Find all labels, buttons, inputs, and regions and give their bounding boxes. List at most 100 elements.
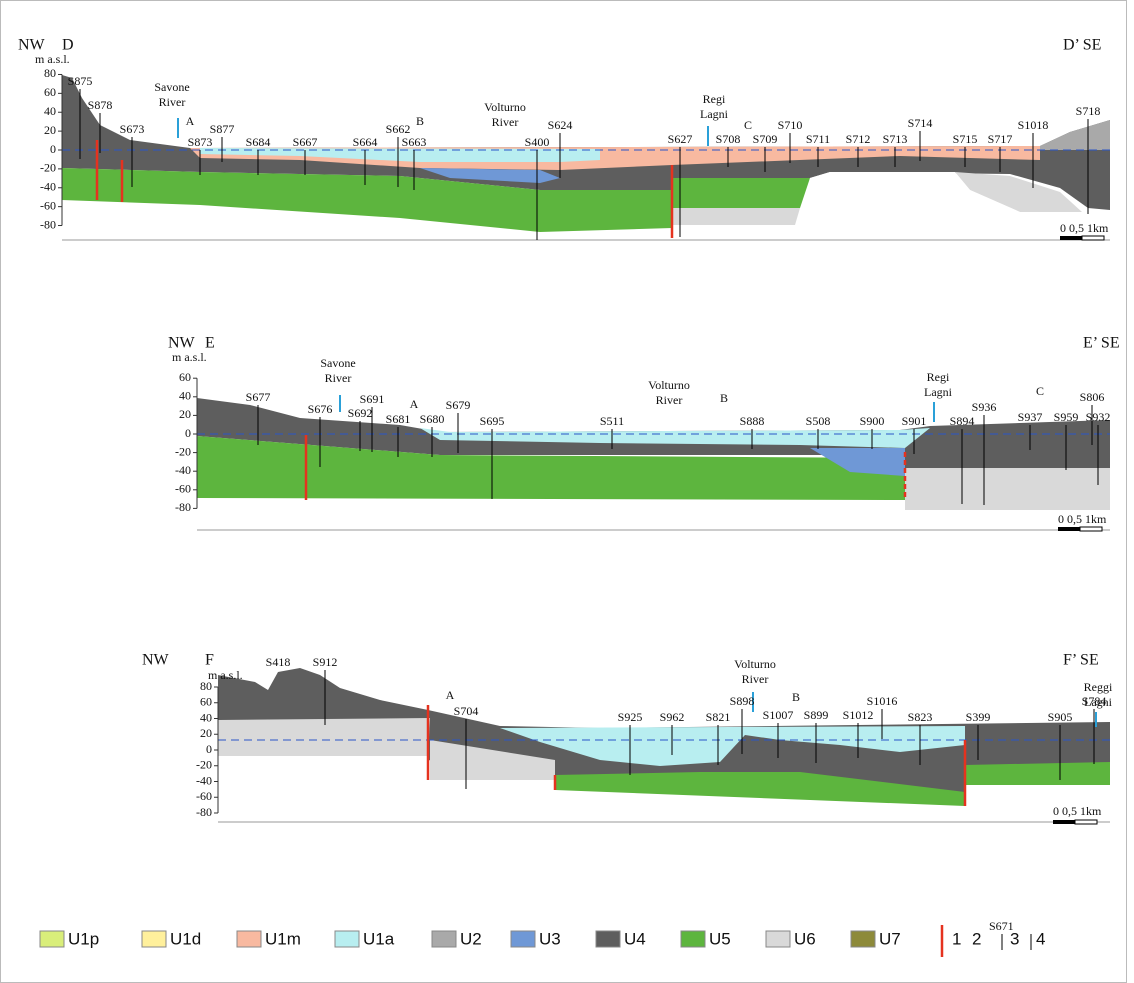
borehole-label: S1016 xyxy=(867,694,898,708)
section-e: NW E m a.s.l. E’ SE 0 0,5 1km xyxy=(168,335,1120,530)
legend-swatch xyxy=(851,931,875,947)
y-tick-label: -40 xyxy=(175,463,191,477)
scale-bar xyxy=(1053,820,1075,824)
y-tick-label: 80 xyxy=(200,679,212,693)
place-label: C xyxy=(744,118,752,132)
borehole-label: S899 xyxy=(804,708,829,722)
y-tick-label: -60 xyxy=(40,198,56,212)
borehole-label: S784 xyxy=(1082,694,1107,708)
place-label: River xyxy=(159,95,186,109)
borehole-label: S399 xyxy=(966,710,991,724)
y-tick-label: -40 xyxy=(196,773,212,787)
y-tick-label: -20 xyxy=(40,161,56,175)
y-tick-label: 20 xyxy=(179,407,191,421)
legend-swatch xyxy=(40,931,64,947)
borehole-label: S680 xyxy=(420,412,445,426)
y-tick-label: 20 xyxy=(200,726,212,740)
legend-swatch xyxy=(681,931,705,947)
legend-label: U7 xyxy=(879,929,901,948)
y-tick-label: -80 xyxy=(40,217,56,231)
borehole-label: S708 xyxy=(716,132,741,146)
place-label: Regi xyxy=(927,370,950,384)
section-letter: F xyxy=(205,652,214,669)
legend-label: U2 xyxy=(460,929,482,948)
y-tick-label: 40 xyxy=(44,104,56,118)
borehole-label: S717 xyxy=(988,132,1013,146)
borehole-label: S898 xyxy=(730,694,755,708)
borehole-label: S664 xyxy=(353,135,378,149)
unit-label: m a.s.l. xyxy=(172,350,207,364)
borehole-label: S878 xyxy=(88,98,113,112)
y-tick-label: 60 xyxy=(179,370,191,384)
unit-u6 xyxy=(905,468,1110,510)
unit-label: m a.s.l. xyxy=(35,52,70,66)
y-tick-label: 20 xyxy=(44,123,56,137)
scale-bar xyxy=(1082,236,1104,240)
borehole-label: S704 xyxy=(454,704,479,718)
borehole-label: S684 xyxy=(246,135,271,149)
y-tick-label: 0 xyxy=(185,426,191,440)
unit-u6 xyxy=(672,208,800,225)
section-f: NW F m a.s.l. F’ SE 0 0,5 1km xyxy=(142,652,1110,822)
borehole-label: S667 xyxy=(293,135,318,149)
scale-label: 0 0,5 1km xyxy=(1060,221,1109,235)
borehole-label: S714 xyxy=(908,116,933,130)
unit-u2 xyxy=(1040,120,1110,150)
unit-u6 xyxy=(218,718,430,756)
place-label: Volturno xyxy=(648,378,690,392)
borehole-label: S663 xyxy=(402,135,427,149)
legend-symbol: 4 xyxy=(1036,929,1045,948)
scale-bar xyxy=(1075,820,1097,824)
borehole-label: S1012 xyxy=(843,708,874,722)
figure: NW D m a.s.l. D’ SE 0 0,5 1km NW E m a.s… xyxy=(0,0,1134,983)
borehole-label: S712 xyxy=(846,132,871,146)
scale-bar xyxy=(1080,527,1102,531)
borehole-label: S400 xyxy=(525,135,550,149)
scale-label: 0 0,5 1km xyxy=(1058,512,1107,526)
place-label: Lagni xyxy=(700,107,729,121)
place-label: Savone xyxy=(154,80,189,94)
legend-swatch xyxy=(766,931,790,947)
borehole-label: S677 xyxy=(246,390,271,404)
borehole-label: S627 xyxy=(668,132,693,146)
borehole-label: S912 xyxy=(313,655,338,669)
place-label: A xyxy=(410,397,419,411)
borehole-label: S925 xyxy=(618,710,643,724)
legend-symbol: 3 xyxy=(1010,929,1019,948)
borehole-label: S418 xyxy=(266,655,291,669)
borehole-label: S875 xyxy=(68,74,93,88)
legend-swatch xyxy=(237,931,261,947)
y-tick-label: -20 xyxy=(175,444,191,458)
borehole-label: S679 xyxy=(446,398,471,412)
borehole-label: S691 xyxy=(360,392,385,406)
legend-label: U4 xyxy=(624,929,646,948)
place-label: Savone xyxy=(320,356,355,370)
place-label: B xyxy=(720,391,728,405)
y-tick-label: -60 xyxy=(175,482,191,496)
legend-label: U1a xyxy=(363,929,395,948)
legend-label: U1p xyxy=(68,929,99,948)
y-tick-label: 60 xyxy=(200,695,212,709)
borehole-label: S877 xyxy=(210,122,235,136)
borehole-label: S695 xyxy=(480,414,505,428)
place-label: Volturno xyxy=(734,657,776,671)
borehole-label: S932 xyxy=(1086,410,1111,424)
borehole-label: S692 xyxy=(348,406,373,420)
borehole-label: S823 xyxy=(908,710,933,724)
borehole-label: S673 xyxy=(120,122,145,136)
place-label: River xyxy=(742,672,769,686)
legend-swatch xyxy=(596,931,620,947)
unit-label: m a.s.l. xyxy=(208,668,243,682)
place-label: River xyxy=(325,371,352,385)
borehole-label: S901 xyxy=(902,414,927,428)
borehole-label: S718 xyxy=(1076,104,1101,118)
borehole-label: S937 xyxy=(1018,410,1043,424)
place-label: Regi xyxy=(703,92,726,106)
y-tick-label: -20 xyxy=(196,758,212,772)
borehole-label: S511 xyxy=(600,414,624,428)
borehole-label: S936 xyxy=(972,400,997,414)
legend-swatch xyxy=(432,931,456,947)
place-label: B xyxy=(416,114,424,128)
borehole-label: S681 xyxy=(386,412,411,426)
legend-swatch xyxy=(511,931,535,947)
